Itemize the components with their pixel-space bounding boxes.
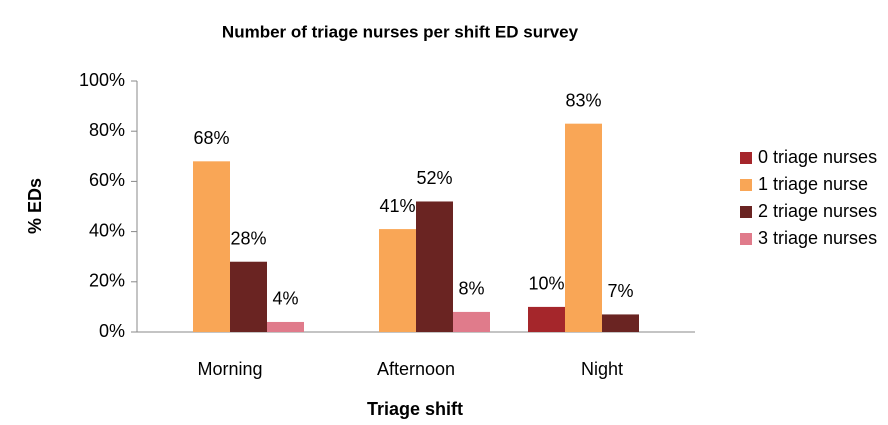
data-label: 52% bbox=[416, 168, 452, 188]
data-label: 83% bbox=[565, 90, 601, 110]
bar bbox=[267, 321, 304, 332]
bar bbox=[193, 161, 230, 332]
bar bbox=[453, 311, 490, 332]
data-label: 4% bbox=[272, 289, 298, 309]
data-label: 68% bbox=[193, 128, 229, 148]
data-label: 7% bbox=[607, 281, 633, 301]
legend-swatch bbox=[740, 179, 752, 191]
y-tick-label: 100% bbox=[79, 70, 125, 90]
legend-swatch bbox=[740, 152, 752, 164]
bar bbox=[602, 314, 639, 332]
x-tick-label: Night bbox=[581, 359, 623, 379]
data-label: 41% bbox=[379, 196, 415, 216]
legend-label: 1 triage nurse bbox=[758, 174, 868, 194]
y-tick-label: 60% bbox=[89, 170, 125, 190]
legend-swatch bbox=[740, 233, 752, 245]
bar bbox=[416, 201, 453, 332]
legend-label: 2 triage nurses bbox=[758, 201, 877, 221]
y-tick-label: 20% bbox=[89, 271, 125, 291]
y-tick-label: 40% bbox=[89, 220, 125, 240]
chart-title: Number of triage nurses per shift ED sur… bbox=[222, 22, 579, 41]
data-label: 8% bbox=[458, 279, 484, 299]
y-tick-label: 0% bbox=[99, 321, 125, 341]
legend-label: 3 triage nurses bbox=[758, 228, 877, 248]
bar bbox=[230, 261, 267, 332]
y-tick-label: 80% bbox=[89, 120, 125, 140]
bar bbox=[565, 123, 602, 332]
x-tick-label: Afternoon bbox=[377, 359, 455, 379]
legend-swatch bbox=[740, 206, 752, 218]
y-axis-label: % EDs bbox=[25, 178, 45, 234]
bar bbox=[528, 306, 565, 332]
bar bbox=[379, 229, 416, 332]
x-axis-label: Triage shift bbox=[367, 399, 463, 419]
data-label: 28% bbox=[230, 228, 266, 248]
x-tick-label: Morning bbox=[197, 359, 262, 379]
legend-label: 0 triage nurses bbox=[758, 147, 877, 167]
data-label: 10% bbox=[528, 274, 564, 294]
